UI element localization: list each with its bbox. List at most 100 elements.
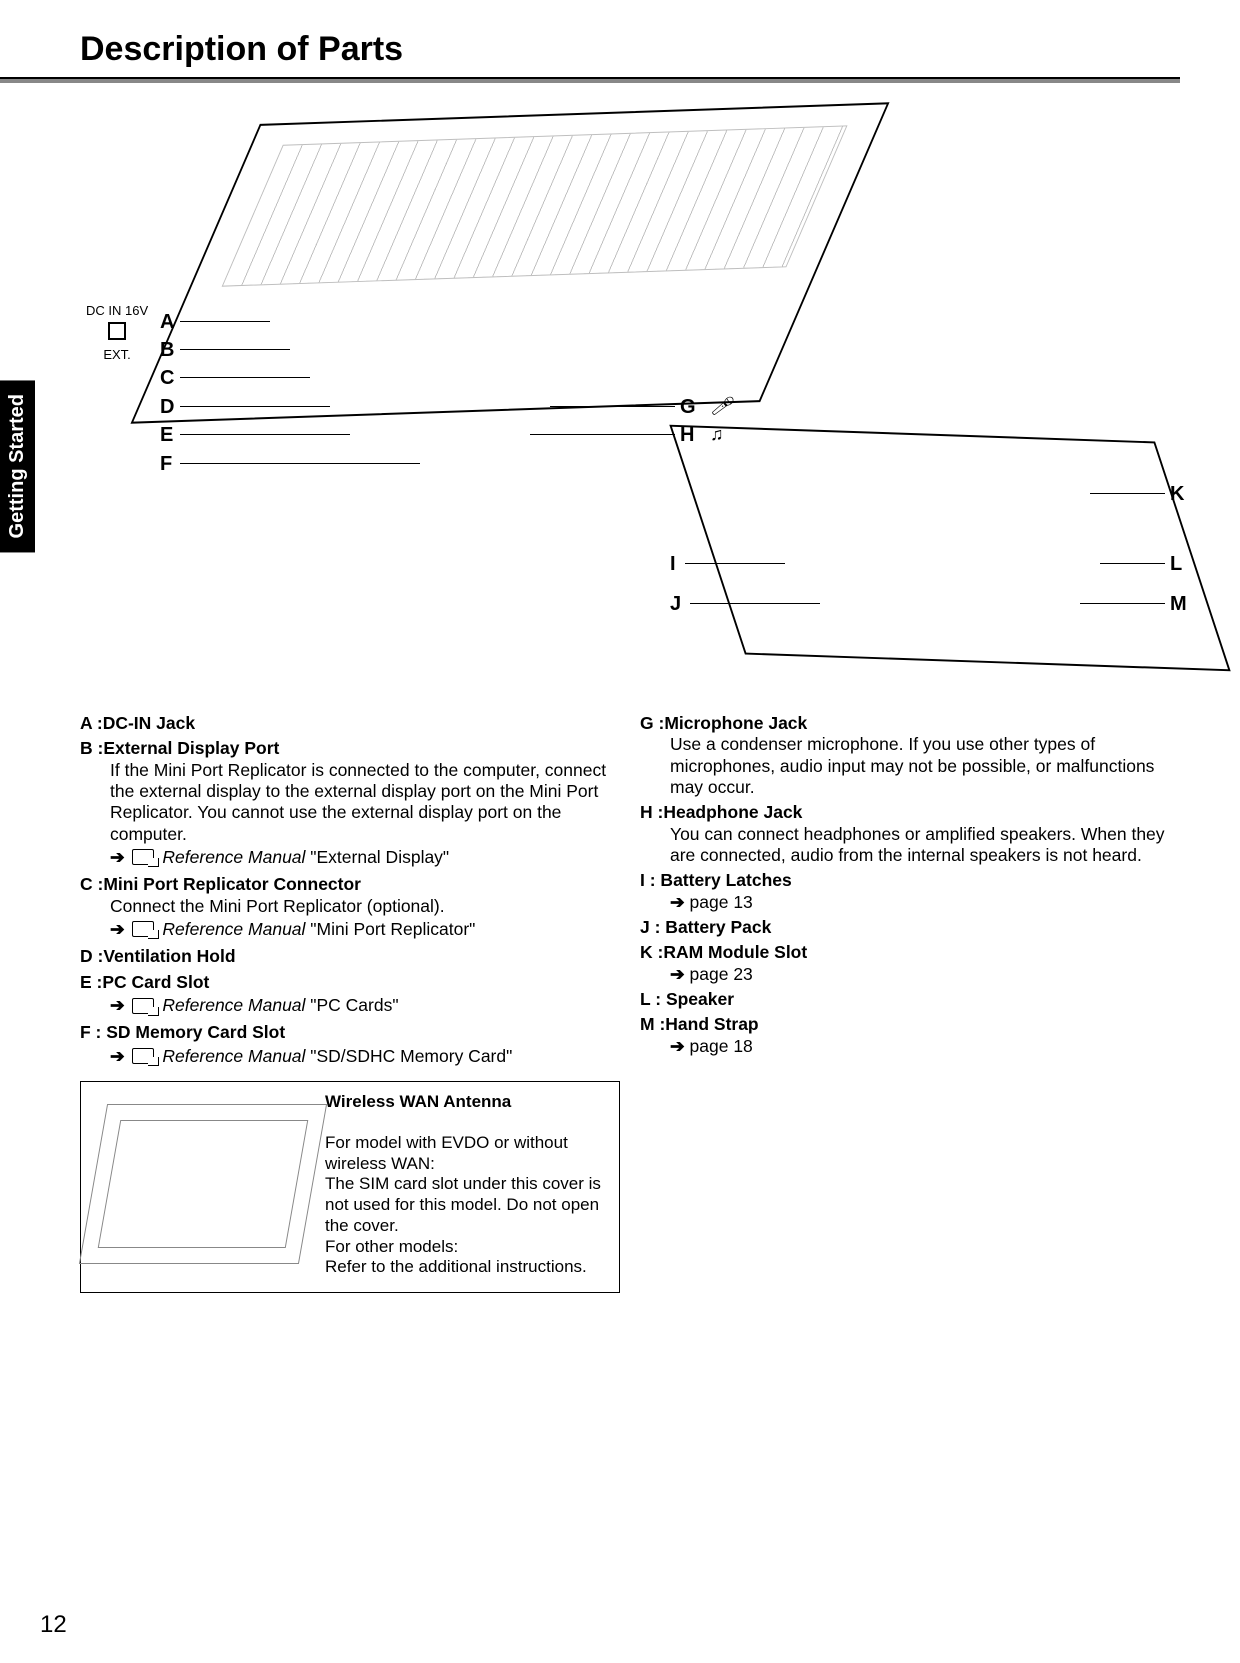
reference-manual-icon — [132, 849, 154, 865]
antenna-body2: The SIM card slot under this cover is no… — [325, 1174, 607, 1236]
part-M-page: page 18 — [685, 1036, 753, 1056]
label-B: B — [160, 339, 174, 362]
side-tab: Getting Started — [0, 380, 35, 552]
part-H: H :Headphone Jack You can connect headph… — [640, 802, 1180, 866]
part-D-key: D : — [80, 946, 103, 966]
antenna-box: Wireless WAN Antenna For model with EVDO… — [80, 1081, 620, 1293]
part-L-key: L : — [640, 989, 661, 1009]
part-E-ref-manual: Reference Manual — [162, 995, 305, 1015]
leader-D — [180, 406, 330, 407]
part-L-title: Speaker — [661, 989, 734, 1009]
part-E-ref: ➔ Reference Manual "PC Cards" — [110, 995, 620, 1016]
part-C-ref-topic: "Mini Port Replicator" — [305, 919, 475, 939]
headphone-icon: ♫︎ — [710, 424, 724, 445]
part-B-ref: ➔ Reference Manual "External Display" — [110, 847, 620, 868]
leader-F — [180, 463, 420, 464]
title-rule — [0, 77, 1180, 83]
ext-text: EXT. — [86, 347, 148, 364]
part-L: L : Speaker — [640, 989, 1180, 1010]
reference-manual-icon — [132, 998, 154, 1014]
left-column: A :DC-IN Jack B :External Display Port I… — [80, 713, 620, 1293]
part-H-title: Headphone Jack — [663, 802, 802, 822]
part-G-desc: Use a condenser microphone. If you use o… — [670, 734, 1180, 798]
label-F: F — [160, 453, 172, 476]
leader-H — [530, 434, 675, 435]
part-C-ref-manual: Reference Manual — [162, 919, 305, 939]
part-C-desc: Connect the Mini Port Replicator (option… — [110, 896, 620, 917]
right-column: G :Microphone Jack Use a condenser micro… — [640, 713, 1180, 1293]
leader-J — [690, 603, 820, 604]
leader-C — [180, 377, 310, 378]
antenna-title: Wireless WAN Antenna — [325, 1092, 607, 1113]
antenna-text: Wireless WAN Antenna For model with EVDO… — [325, 1092, 607, 1278]
label-I: I — [670, 553, 676, 576]
part-F: F : SD Memory Card Slot ➔ Reference Manu… — [80, 1022, 620, 1067]
reference-manual-icon — [132, 921, 154, 937]
part-F-ref-manual: Reference Manual — [162, 1046, 305, 1066]
part-E-key: E : — [80, 972, 102, 992]
arrow-icon: ➔ — [670, 1036, 685, 1056]
part-B: B :External Display Port If the Mini Por… — [80, 738, 620, 868]
antenna-body1: For model with EVDO or without wireless … — [325, 1133, 607, 1174]
part-G-key: G : — [640, 713, 664, 733]
part-J-key: J : — [640, 917, 660, 937]
label-K: K — [1170, 483, 1184, 506]
part-K-title: RAM Module Slot — [663, 942, 807, 962]
leader-B — [180, 349, 290, 350]
label-E: E — [160, 424, 173, 447]
part-H-key: H : — [640, 802, 663, 822]
arrow-icon: ➔ — [670, 964, 685, 984]
part-K-key: K : — [640, 942, 663, 962]
part-E-title: PC Card Slot — [102, 972, 209, 992]
part-E-ref-topic: "PC Cards" — [305, 995, 398, 1015]
leader-A — [180, 321, 270, 322]
part-M: M :Hand Strap ➔ page 18 — [640, 1014, 1180, 1057]
part-A-key: A : — [80, 713, 103, 733]
part-F-title: SD Memory Card Slot — [101, 1022, 285, 1042]
leader-L — [1100, 563, 1165, 564]
label-D: D — [160, 396, 174, 419]
laptop-illustration — [130, 102, 889, 423]
part-J-title: Battery Pack — [660, 917, 771, 937]
part-K: K :RAM Module Slot ➔ page 23 — [640, 942, 1180, 985]
reference-manual-icon — [132, 1048, 154, 1064]
part-I: I : Battery Latches ➔ page 13 — [640, 870, 1180, 913]
part-I-key: I : — [640, 870, 656, 890]
part-A: A :DC-IN Jack — [80, 713, 620, 734]
part-H-desc: You can connect headphones or amplified … — [670, 824, 1180, 867]
part-F-ref: ➔ Reference Manual "SD/SDHC Memory Card" — [110, 1046, 620, 1067]
parts-diagram: DC IN 16V EXT. A B C D E F G 🎤︎ H ♫︎ I J… — [80, 113, 1180, 693]
part-I-title: Battery Latches — [656, 870, 792, 890]
part-I-ref: ➔ page 13 — [670, 892, 1180, 913]
part-G: G :Microphone Jack Use a condenser micro… — [640, 713, 1180, 798]
part-C-ref: ➔ Reference Manual "Mini Port Replicator… — [110, 919, 620, 940]
part-D-title: Ventilation Hold — [103, 946, 235, 966]
part-M-key: M : — [640, 1014, 665, 1034]
part-I-page: page 13 — [685, 892, 753, 912]
dc-in-text: DC IN 16V — [86, 303, 148, 320]
part-B-desc: If the Mini Port Replicator is connected… — [110, 760, 620, 845]
part-F-ref-topic: "SD/SDHC Memory Card" — [305, 1046, 512, 1066]
label-C: C — [160, 367, 174, 390]
ext-icon — [108, 322, 126, 340]
label-H: H — [680, 424, 694, 447]
parts-descriptions: A :DC-IN Jack B :External Display Port I… — [80, 713, 1180, 1293]
leader-E — [180, 434, 350, 435]
page-title: Description of Parts — [80, 30, 1180, 69]
label-G: G — [680, 396, 696, 419]
label-M: M — [1170, 593, 1187, 616]
underside-illustration — [669, 425, 1230, 672]
label-L: L — [1170, 553, 1182, 576]
arrow-icon: ➔ — [110, 995, 125, 1015]
part-M-ref: ➔ page 18 — [670, 1036, 1180, 1057]
part-M-title: Hand Strap — [665, 1014, 758, 1034]
antenna-body3: For other models: — [325, 1237, 607, 1258]
part-B-title: External Display Port — [103, 738, 279, 758]
part-B-key: B : — [80, 738, 103, 758]
part-C-title: Mini Port Replicator Connector — [103, 874, 361, 894]
part-D: D :Ventilation Hold — [80, 946, 620, 967]
part-K-ref: ➔ page 23 — [670, 964, 1180, 985]
part-B-ref-manual: Reference Manual — [162, 847, 305, 867]
label-J: J — [670, 593, 681, 616]
part-K-page: page 23 — [685, 964, 753, 984]
